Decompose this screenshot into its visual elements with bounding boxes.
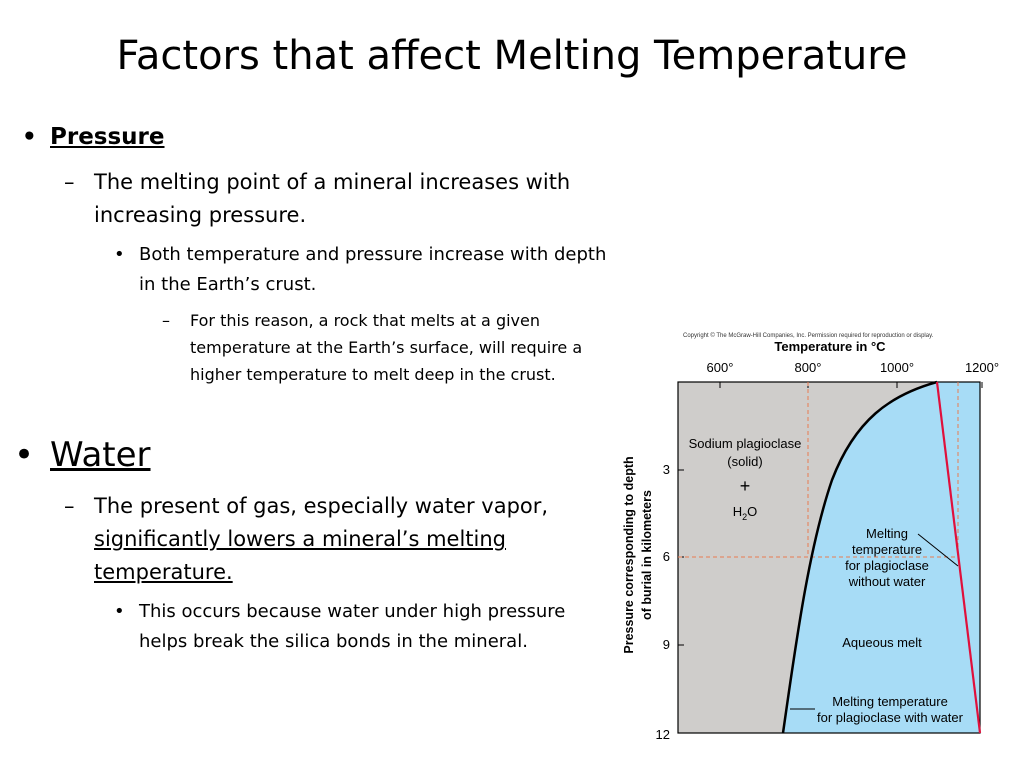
bullet-marker: • bbox=[14, 435, 35, 475]
bullet-water: • Water bbox=[14, 434, 151, 476]
point-pressure-1: – The melting point of a mineral increas… bbox=[64, 166, 594, 232]
y-tick-label: 12 bbox=[656, 727, 670, 742]
subpoint-pressure-1: • Both temperature and pressure increase… bbox=[114, 240, 614, 300]
label-wet-2: for plagioclase with water bbox=[817, 710, 964, 725]
subpoint-text: This occurs because water under high pre… bbox=[139, 601, 566, 652]
guide-lines bbox=[678, 382, 959, 558]
y-axis-title-line2: of burial in kilometers bbox=[640, 490, 654, 620]
y-tick-label: 6 bbox=[663, 549, 670, 564]
dry-label-leader bbox=[917, 533, 959, 567]
bullet-marker: • bbox=[22, 124, 37, 150]
label-h2o: H2O bbox=[733, 504, 758, 522]
point-water-1: – The present of gas, especially water v… bbox=[64, 490, 594, 589]
x-tick-label: 600° bbox=[707, 360, 734, 375]
point-text-underlined: significantly lowers a mineral’s melting… bbox=[94, 527, 507, 584]
x-axis-title: Temperature in °C bbox=[774, 339, 886, 354]
subsubpoint-text: For this reason, a rock that melts at a … bbox=[190, 311, 583, 384]
label-plus: + bbox=[740, 476, 751, 496]
label-dry-4: without water bbox=[848, 574, 926, 589]
slide-title: Factors that affect Melting Temperature bbox=[116, 33, 908, 79]
dash-marker: – bbox=[64, 170, 75, 194]
dash-marker: – bbox=[64, 494, 75, 518]
point-text-plain: The present of gas, especially water vap… bbox=[94, 494, 549, 518]
y-tick-label: 3 bbox=[663, 462, 670, 477]
dash-marker: – bbox=[162, 311, 170, 330]
y-axis-title-line1: Pressure corresponding to depth bbox=[622, 456, 636, 653]
x-tick-label: 1200° bbox=[965, 360, 999, 375]
x-tick-label: 1000° bbox=[880, 360, 914, 375]
wet-melting-curve bbox=[781, 380, 938, 734]
subsubpoint-pressure-1: – For this reason, a rock that melts at … bbox=[162, 307, 610, 388]
bullet-pressure: • Pressure bbox=[22, 120, 165, 154]
label-dry-3: for plagioclase bbox=[845, 558, 929, 573]
x-tick-label: 800° bbox=[795, 360, 822, 375]
melting-temperature-figure: Copyright © The McGraw-Hill Companies, I… bbox=[622, 332, 999, 742]
subpoint-water-1: • This occurs because water under high p… bbox=[114, 597, 614, 657]
label-aqueous-melt: Aqueous melt bbox=[842, 635, 922, 650]
figure-copyright: Copyright © The McGraw-Hill Companies, I… bbox=[683, 332, 934, 339]
y-tick-label: 9 bbox=[663, 637, 670, 652]
heading-water: Water bbox=[50, 435, 151, 475]
point-text: The melting point of a mineral increases… bbox=[94, 170, 571, 227]
label-solid-2: (solid) bbox=[727, 454, 762, 469]
dry-melting-curve bbox=[935, 381, 982, 734]
label-dry-2: temperature bbox=[852, 542, 922, 557]
bullet-marker: • bbox=[114, 244, 125, 265]
heading-pressure: Pressure bbox=[50, 124, 165, 150]
bullet-marker: • bbox=[114, 601, 125, 622]
subpoint-text: Both temperature and pressure increase w… bbox=[139, 244, 607, 295]
label-dry-1: Melting bbox=[866, 526, 908, 541]
label-wet-1: Melting temperature bbox=[832, 694, 948, 709]
label-solid-1: Sodium plagioclase bbox=[689, 436, 802, 451]
